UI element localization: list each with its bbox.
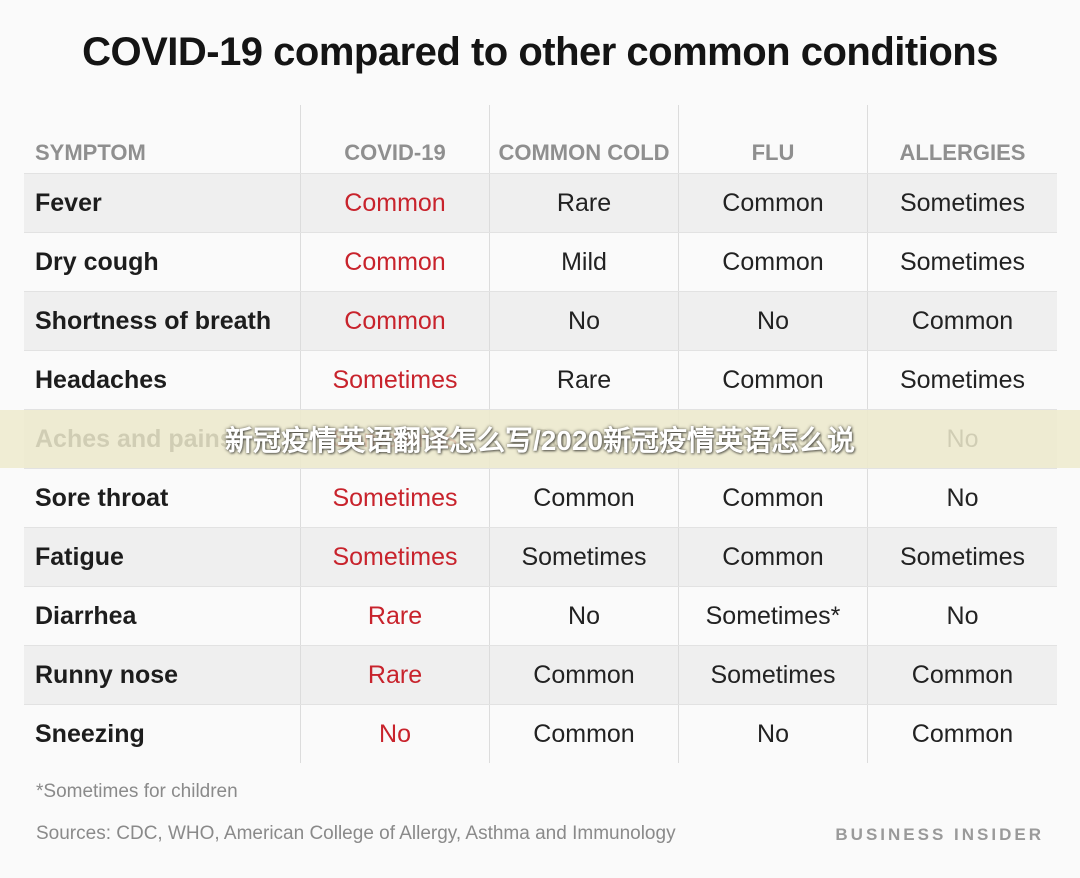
column-header-flu: FLU xyxy=(678,105,867,173)
cell-covid: Rare xyxy=(300,646,489,704)
cell-common-cold: No xyxy=(489,587,678,645)
cell-symptom: Diarrhea xyxy=(35,601,137,630)
cell-symptom: Shortness of breath xyxy=(35,306,272,335)
cell-covid: No xyxy=(300,705,489,763)
cell-flu: Sometimes xyxy=(678,646,867,704)
cell-flu: Common xyxy=(678,351,867,409)
table-row: Fatigue Sometimes Sometimes Common Sometimes xyxy=(24,527,1057,586)
cell-common-cold: No xyxy=(489,292,678,350)
cell-allergies: Sometimes xyxy=(867,528,1057,586)
table-row: Diarrhea Rare No Sometimes* No xyxy=(24,586,1057,645)
cell-symptom: Dry cough xyxy=(35,247,159,276)
cell-common-cold: Common xyxy=(489,705,678,763)
watermark-banner: 新冠疫情英语翻译怎么写/2020新冠疫情英语怎么说 xyxy=(0,410,1080,468)
cell-covid: Common xyxy=(300,292,489,350)
brand-logo: BUSINESS INSIDER xyxy=(835,825,1044,844)
cell-allergies: No xyxy=(867,587,1057,645)
table-row: Sneezing No Common No Common xyxy=(24,704,1057,763)
cell-allergies: Common xyxy=(867,646,1057,704)
cell-flu: Common xyxy=(678,528,867,586)
footnote: *Sometimes for children xyxy=(36,781,238,802)
cell-symptom: Headaches xyxy=(35,365,168,394)
table-row: Dry cough Common Mild Common Sometimes xyxy=(24,232,1057,291)
table-row: Headaches Sometimes Rare Common Sometimes xyxy=(24,350,1057,409)
cell-allergies: Common xyxy=(867,705,1057,763)
cell-covid: Common xyxy=(300,174,489,232)
cell-flu: Common xyxy=(678,233,867,291)
cell-symptom: Sore throat xyxy=(35,483,169,512)
table-row: Runny nose Rare Common Sometimes Common xyxy=(24,645,1057,704)
cell-common-cold: Rare xyxy=(489,174,678,232)
table-row: Sore throat Sometimes Common Common No xyxy=(24,468,1057,527)
cell-common-cold: Mild xyxy=(489,233,678,291)
cell-common-cold: Common xyxy=(489,469,678,527)
cell-allergies: Sometimes xyxy=(867,233,1057,291)
cell-flu: Common xyxy=(678,469,867,527)
chart-title: COVID-19 compared to other common condit… xyxy=(82,30,998,74)
header-row: SYMPTOM COVID-19 COMMON COLD FLU ALLERGI… xyxy=(24,105,1057,173)
cell-common-cold: Rare xyxy=(489,351,678,409)
cell-common-cold: Sometimes xyxy=(489,528,678,586)
cell-allergies: No xyxy=(867,469,1057,527)
cell-flu: Sometimes* xyxy=(678,587,867,645)
cell-covid: Sometimes xyxy=(300,351,489,409)
cell-symptom: Fever xyxy=(35,188,102,217)
column-header-common-cold: COMMON COLD xyxy=(489,105,678,173)
cell-covid: Common xyxy=(300,233,489,291)
table-row: Fever Common Rare Common Sometimes xyxy=(24,173,1057,232)
table-body: Fever Common Rare Common Sometimes Dry cough C… xyxy=(24,173,1057,763)
cell-covid: Sometimes xyxy=(300,469,489,527)
table-row: Shortness of breath Common No No Common xyxy=(24,291,1057,350)
cell-allergies: Sometimes xyxy=(867,351,1057,409)
column-header-covid: COVID-19 xyxy=(300,105,489,173)
cell-symptom: Runny nose xyxy=(35,660,179,689)
cell-allergies: Sometimes xyxy=(867,174,1057,232)
cell-flu: No xyxy=(678,705,867,763)
cell-allergies: Common xyxy=(867,292,1057,350)
cell-covid: Sometimes xyxy=(300,528,489,586)
cell-common-cold: Common xyxy=(489,646,678,704)
cell-symptom: Fatigue xyxy=(35,542,124,571)
cell-flu: No xyxy=(678,292,867,350)
sources-note: Sources: CDC, WHO, American College of A… xyxy=(36,823,676,844)
column-header-allergies: ALLERGIES xyxy=(867,105,1057,173)
cell-flu: Common xyxy=(678,174,867,232)
column-header-symptom: SYMPTOM xyxy=(35,140,146,165)
cell-covid: Rare xyxy=(300,587,489,645)
cell-symptom: Sneezing xyxy=(35,719,145,748)
